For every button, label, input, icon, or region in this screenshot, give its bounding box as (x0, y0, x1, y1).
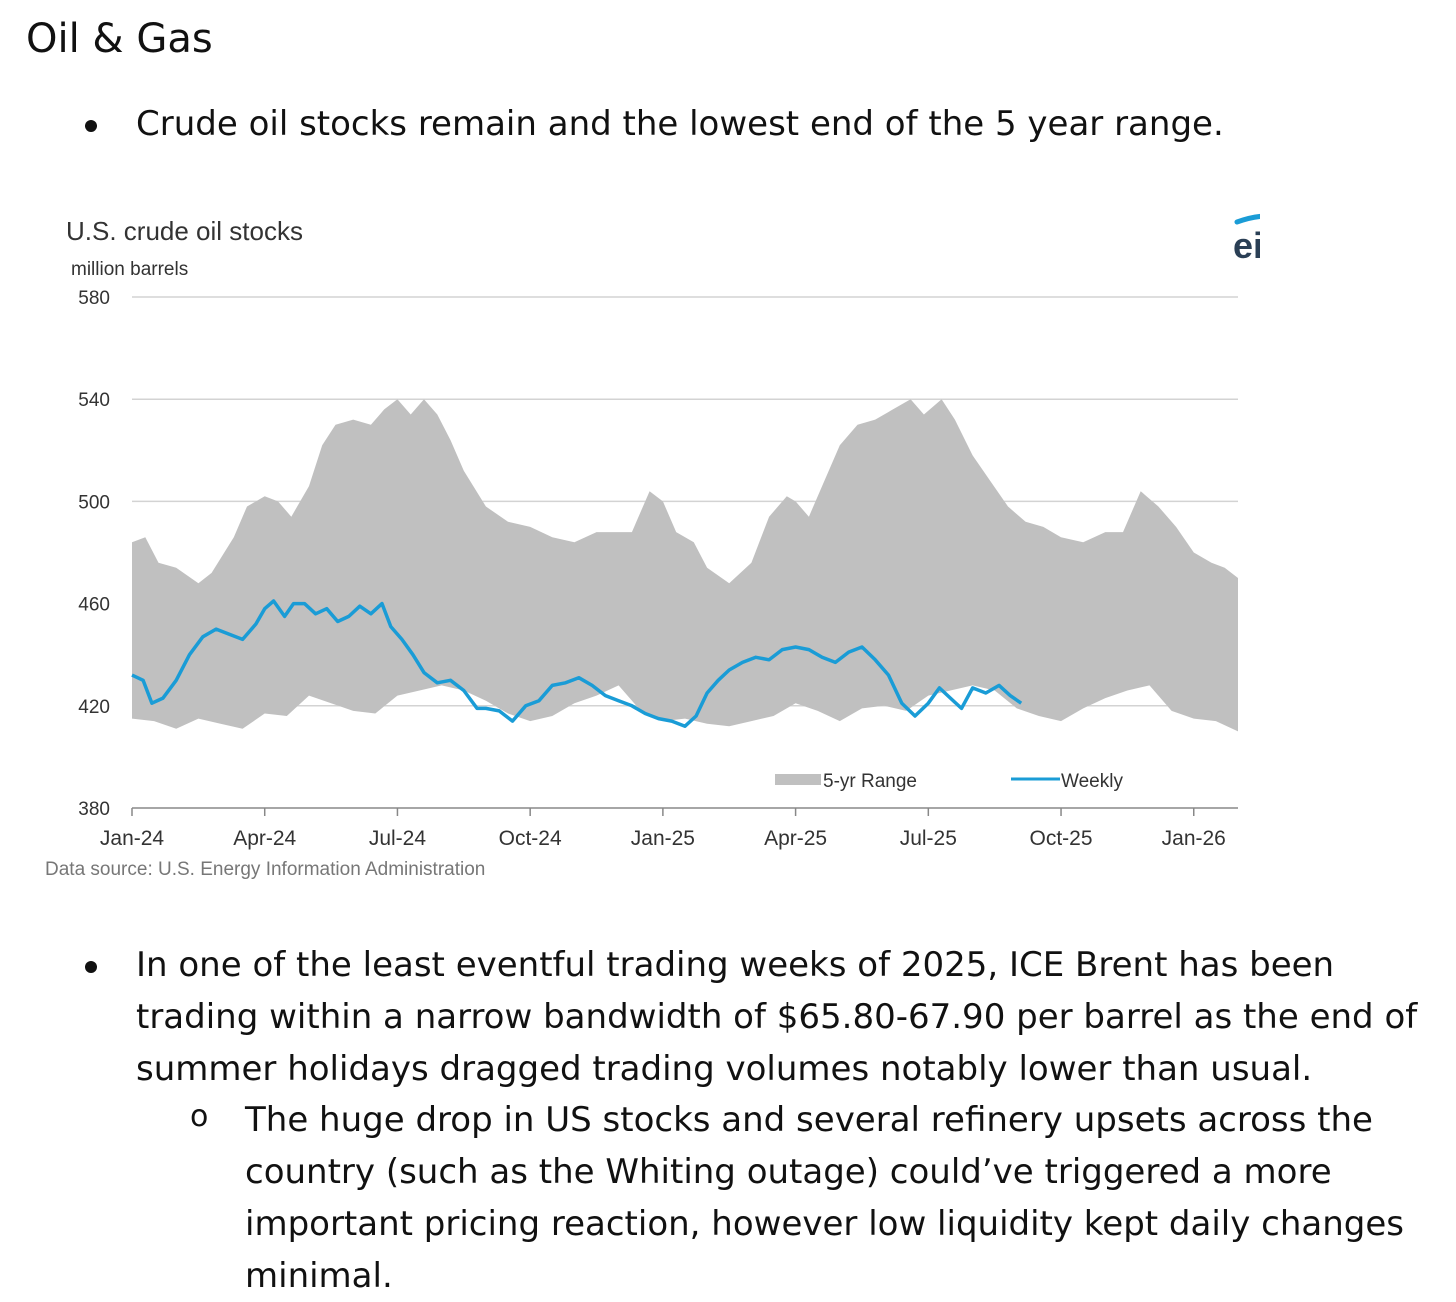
paragraph-line: In one of the least eventful trading wee… (136, 945, 1335, 985)
y-tick-label: 380 (78, 799, 110, 820)
chart-title: U.S. crude oil stocks (66, 216, 303, 246)
x-tick-label: Apr-25 (764, 827, 827, 850)
sub-bullet-paragraph: The huge drop in US stocks and several r… (245, 1094, 1404, 1302)
bullet-dot (85, 120, 97, 132)
y-tick-label: 420 (78, 697, 110, 718)
x-tick-label: Jan-24 (100, 827, 165, 850)
weekly-series-line (131, 599, 1023, 728)
x-tick-label: Oct-25 (1030, 827, 1093, 850)
five-year-range-area (132, 399, 1238, 732)
y-tick-label: 460 (78, 595, 110, 616)
paragraph-line: minimal. (245, 1256, 393, 1296)
data-source-note: Data source: U.S. Energy Information Adm… (45, 859, 485, 880)
eia-logo-text: eia (1233, 225, 1260, 266)
paragraph-line: country (such as the Whiting outage) cou… (245, 1152, 1332, 1192)
legend-label-range: 5-yr Range (823, 771, 917, 792)
x-tick-label: Oct-24 (499, 827, 562, 850)
bullet-text: Crude oil stocks remain and the lowest e… (136, 104, 1224, 144)
crude-oil-stocks-chart: U.S. crude oil stocks million barrels 580 5… (45, 214, 1260, 880)
y-tick-label: 540 (78, 390, 110, 411)
x-tick-label: Jan-26 (1162, 827, 1226, 850)
paragraph-line: The huge drop in US stocks and several r… (245, 1100, 1373, 1140)
paragraph-line: summer holidays dragged trading volumes … (136, 1049, 1313, 1089)
legend-label-weekly: Weekly (1061, 771, 1123, 792)
legend-swatch-range (775, 774, 821, 785)
x-tick-label: Jul-24 (369, 827, 427, 850)
x-tick-label: Jul-25 (900, 827, 957, 850)
x-tick-label: Jan-25 (631, 827, 695, 850)
y-tick-label: 580 (78, 288, 110, 309)
bullet-dot (85, 961, 97, 973)
x-tick-label: Apr-24 (233, 827, 296, 850)
page-heading: Oil & Gas (26, 16, 213, 62)
y-tick-label: 500 (78, 492, 110, 513)
paragraph-line: important pricing reaction, however low … (245, 1204, 1405, 1244)
y-axis-unit-label: million barrels (71, 259, 188, 280)
paragraph-line: trading within a narrow bandwidth of $65… (136, 997, 1418, 1037)
bullet-paragraph: In one of the least eventful trading wee… (136, 939, 1456, 1095)
sub-bullet-marker: o (190, 1099, 209, 1134)
